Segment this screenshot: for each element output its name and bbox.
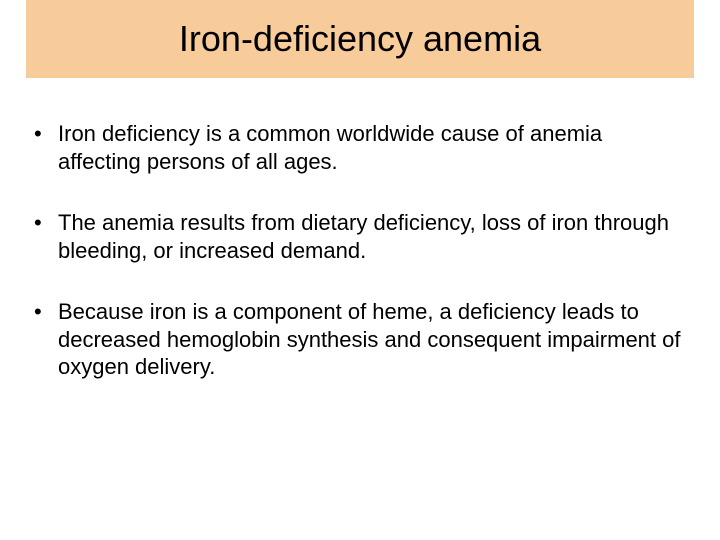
slide-title: Iron-deficiency anemia	[179, 18, 541, 60]
list-item: The anemia results from dietary deficien…	[30, 209, 690, 264]
bullet-list: Iron deficiency is a common worldwide ca…	[30, 120, 690, 381]
list-item: Because iron is a component of heme, a d…	[30, 298, 690, 381]
list-item: Iron deficiency is a common worldwide ca…	[30, 120, 690, 175]
slide-body: Iron deficiency is a common worldwide ca…	[30, 120, 690, 415]
title-banner: Iron-deficiency anemia	[26, 0, 694, 78]
